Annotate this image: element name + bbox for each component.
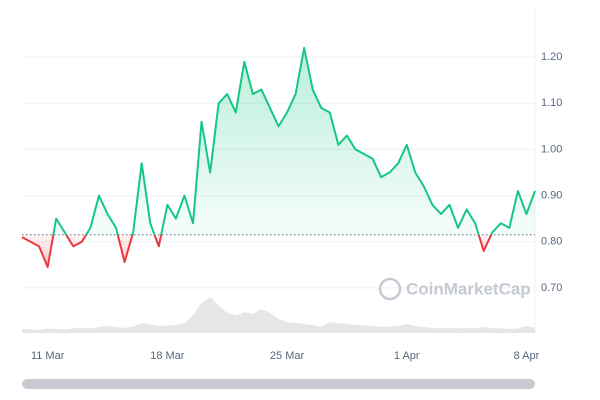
y-tick-label: 1.00: [541, 143, 562, 155]
x-tick-label: 1 Apr: [394, 350, 420, 362]
y-tick-label: 1.20: [541, 51, 562, 63]
x-tick-label: 8 Apr: [514, 350, 540, 362]
x-tick-label: 18 Mar: [150, 350, 185, 362]
y-tick-label: 0.70: [541, 282, 562, 294]
scrollbar[interactable]: [22, 379, 535, 389]
x-tick-label: 25 Mar: [270, 350, 305, 362]
y-tick-label: 1.10: [541, 97, 562, 109]
x-tick-label: 11 Mar: [31, 350, 65, 362]
y-tick-label: 0.80: [541, 236, 562, 248]
price-area: [22, 47, 535, 268]
price-line: [21, 46, 536, 269]
y-tick-label: 0.90: [541, 189, 562, 201]
watermark: CoinMarketCap: [378, 277, 531, 301]
volume-area: [22, 297, 535, 333]
watermark-text: CoinMarketCap: [406, 279, 531, 298]
